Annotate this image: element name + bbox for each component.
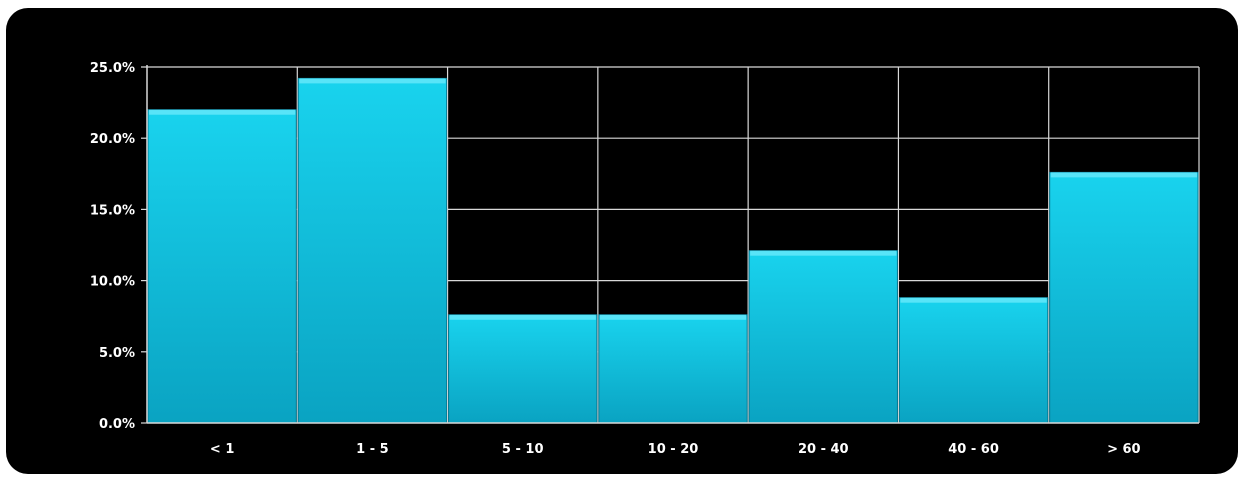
bars	[147, 77, 1199, 424]
bar-highlight	[299, 78, 446, 84]
x-tick-label: 1 - 5	[356, 442, 389, 457]
y-tick-label: 15.0%	[90, 203, 135, 218]
x-tick-label: 5 - 10	[502, 442, 544, 457]
x-tick-label: 20 - 40	[798, 442, 849, 457]
bar	[1049, 171, 1199, 424]
bar-highlight	[449, 314, 596, 320]
bar-highlight	[750, 250, 897, 256]
x-tick-labels: < 1 1 - 5 5 - 10 10 - 20 20 - 40 40 - 60 > 60	[210, 442, 1141, 457]
x-tick-label: 40 - 60	[948, 442, 999, 457]
bar	[748, 250, 898, 424]
bar-chart: 0.0% 5.0% 10.0% 15.0% 20.0% 25.0% < 1 1 - 5 5 -…	[90, 61, 1200, 457]
chart-panel: 0.0% 5.0% 10.0% 15.0% 20.0% 25.0% < 1 1 - 5 5 -…	[6, 8, 1238, 474]
bar	[297, 77, 448, 424]
bar-highlight	[599, 314, 747, 320]
y-tick-label: 10.0%	[90, 275, 135, 290]
y-tick-labels: 0.0% 5.0% 10.0% 15.0% 20.0% 25.0%	[90, 61, 135, 432]
bar	[898, 297, 1049, 424]
x-tick-label: 10 - 20	[648, 442, 699, 457]
bar-highlight	[149, 109, 296, 115]
x-tick-label: < 1	[210, 442, 234, 457]
bar	[448, 314, 598, 424]
y-tick-label: 20.0%	[90, 132, 135, 147]
axes	[141, 65, 1199, 424]
bar	[598, 314, 748, 424]
y-tick-label: 5.0%	[99, 346, 135, 361]
x-tick-label: > 60	[1107, 442, 1141, 457]
bar-highlight	[900, 297, 1047, 303]
y-tick-label: 25.0%	[90, 61, 135, 76]
bar-highlight	[1050, 172, 1197, 178]
bar	[147, 109, 297, 424]
y-tick-label: 0.0%	[99, 417, 135, 432]
